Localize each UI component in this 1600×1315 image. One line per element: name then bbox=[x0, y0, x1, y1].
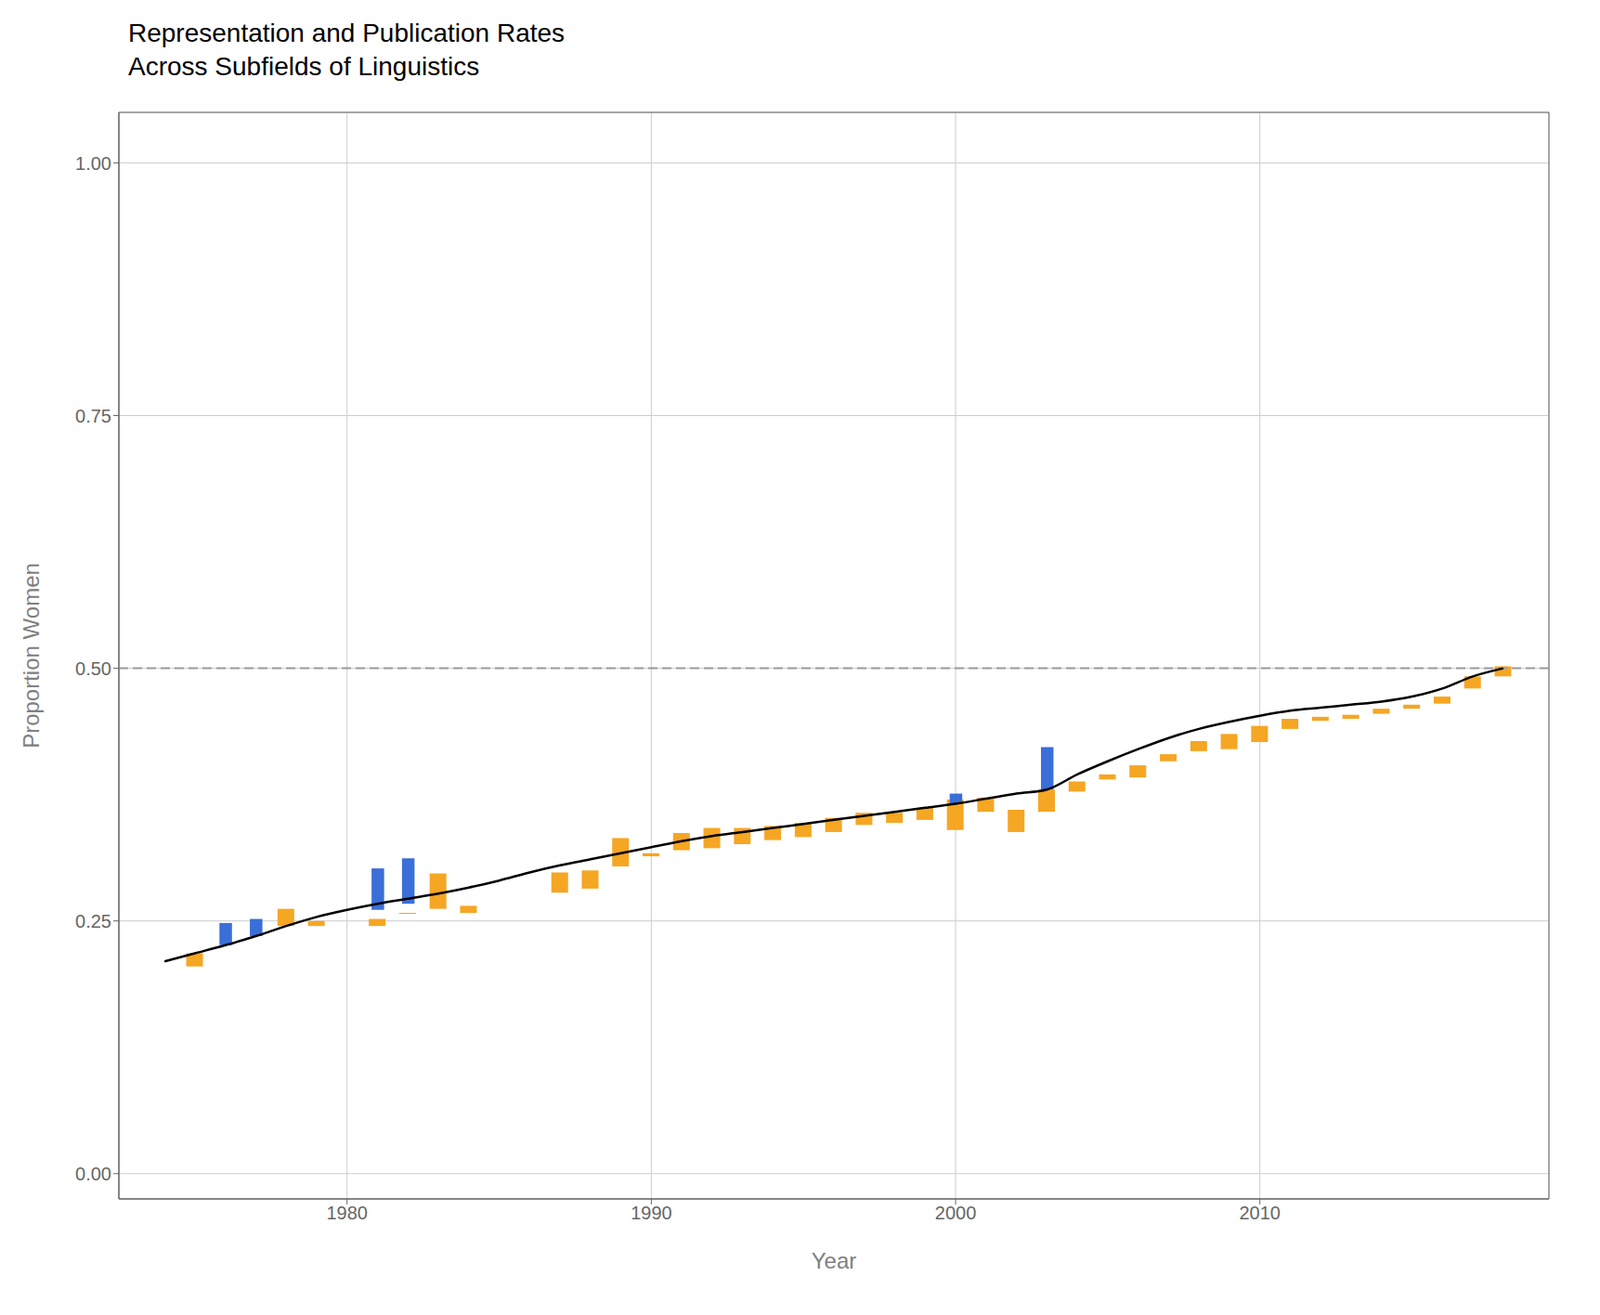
svg-text:0.25: 0.25 bbox=[75, 910, 112, 932]
svg-text:1.00: 1.00 bbox=[75, 152, 112, 173]
svg-text:Proportion Women: Proportion Women bbox=[18, 562, 44, 749]
svg-text:0.50: 0.50 bbox=[75, 657, 112, 678]
svg-text:2010: 2010 bbox=[1238, 1202, 1281, 1223]
svg-text:0.00: 0.00 bbox=[75, 1163, 112, 1184]
svg-text:2000: 2000 bbox=[935, 1202, 977, 1223]
svg-text:1980: 1980 bbox=[325, 1202, 368, 1223]
html-text:Representation and Publication: Representation and Publication Rates Acr… bbox=[128, 18, 565, 82]
svg-text:0.75: 0.75 bbox=[75, 404, 112, 426]
svg-text:1990: 1990 bbox=[630, 1202, 673, 1223]
svg-text:Year: Year bbox=[811, 1248, 858, 1274]
